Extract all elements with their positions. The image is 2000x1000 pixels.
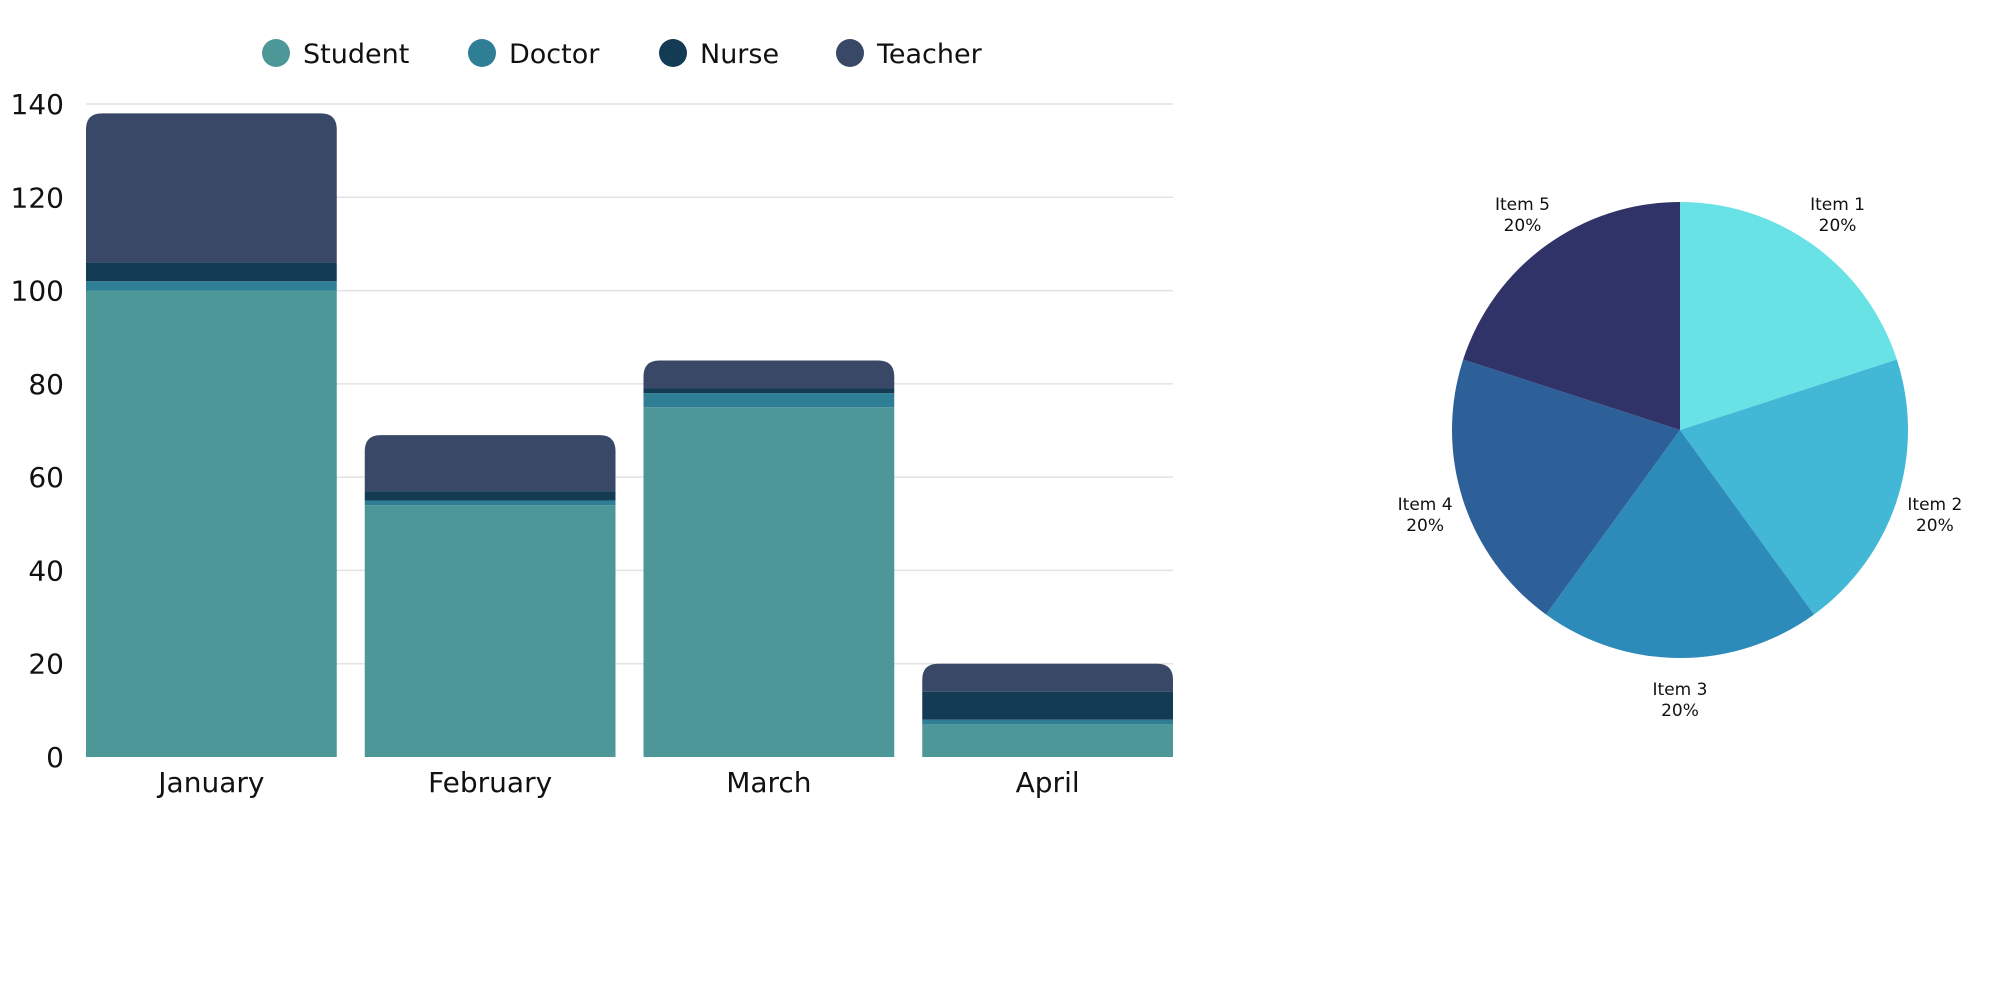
pie-percent-item-5: 20%: [1504, 216, 1542, 236]
x-tick-label-march: March: [726, 766, 811, 799]
legend-label-doctor: Doctor: [509, 39, 600, 70]
bar-march-nurse: [643, 388, 895, 394]
y-tick-label-60: 60: [28, 461, 64, 494]
y-tick-label-140: 140: [11, 88, 64, 121]
bars: [86, 113, 1173, 757]
legend-marker-teacher: [836, 39, 864, 67]
bar-april-doctor: [922, 719, 1173, 725]
pie-percent-item-1: 20%: [1819, 216, 1857, 236]
pie-label-item-5: Item 5: [1495, 195, 1550, 215]
legend-marker-nurse: [659, 39, 687, 67]
pie-percent-item-4: 20%: [1406, 516, 1444, 536]
legend-label-teacher: Teacher: [876, 39, 983, 70]
bar-march-teacher: [643, 360, 895, 389]
y-axis-ticks: 0 20 40 60 80 100 120 140: [11, 88, 64, 774]
pie-label-item-4: Item 4: [1398, 495, 1453, 515]
pie-slices: [1451, 202, 1909, 659]
x-tick-label-february: February: [428, 766, 552, 799]
bar-february-teacher: [364, 435, 616, 492]
y-tick-label-100: 100: [11, 275, 64, 308]
legend: Student Doctor Nurse Teacher: [262, 39, 983, 70]
pie-slice-item-4: [1451, 359, 1680, 615]
x-tick-label-april: April: [1016, 766, 1080, 799]
bar-april-student: [922, 724, 1173, 757]
bar-january-doctor: [86, 281, 337, 291]
bar-march-student: [643, 407, 895, 757]
stacked-bar-chart: Student Doctor Nurse Teacher 0 20 40 60 80 100 12…: [11, 39, 1173, 799]
legend-label-student: Student: [303, 39, 409, 70]
pie-labels: Item 120%Item 220%Item 320%Item 420%Item…: [1398, 195, 1963, 721]
pie-slice-item-5: [1463, 202, 1680, 430]
pie-percent-item-2: 20%: [1916, 516, 1954, 536]
bar-february-nurse: [364, 491, 616, 501]
pie-slice-item-3: [1545, 430, 1815, 659]
pie-chart: Item 120%Item 220%Item 320%Item 420%Item…: [1398, 195, 1963, 721]
bar-april-nurse: [922, 691, 1173, 720]
x-axis-labels: January February March April: [156, 766, 1079, 799]
bar-march-doctor: [643, 393, 895, 408]
legend-label-nurse: Nurse: [700, 39, 779, 70]
y-tick-label-120: 120: [11, 181, 64, 214]
bar-january-nurse: [86, 262, 337, 282]
bar-january-student: [86, 290, 337, 757]
y-tick-label-80: 80: [28, 368, 64, 401]
bar-january-teacher: [86, 113, 337, 263]
pie-percent-item-3: 20%: [1661, 701, 1699, 721]
pie-label-item-3: Item 3: [1653, 680, 1708, 700]
legend-marker-student: [262, 39, 290, 67]
bar-april-teacher: [922, 663, 1173, 692]
x-tick-label-january: January: [156, 766, 264, 799]
pie-label-item-2: Item 2: [1907, 495, 1962, 515]
pie-slice-item-1: [1680, 202, 1897, 430]
y-tick-label-0: 0: [46, 741, 64, 774]
bar-february-student: [364, 505, 616, 757]
bar-february-doctor: [364, 500, 616, 506]
y-tick-label-40: 40: [28, 554, 64, 587]
pie-slice-item-2: [1680, 359, 1909, 615]
y-tick-label-20: 20: [28, 648, 64, 681]
pie-label-item-1: Item 1: [1810, 195, 1865, 215]
legend-marker-doctor: [468, 39, 496, 67]
